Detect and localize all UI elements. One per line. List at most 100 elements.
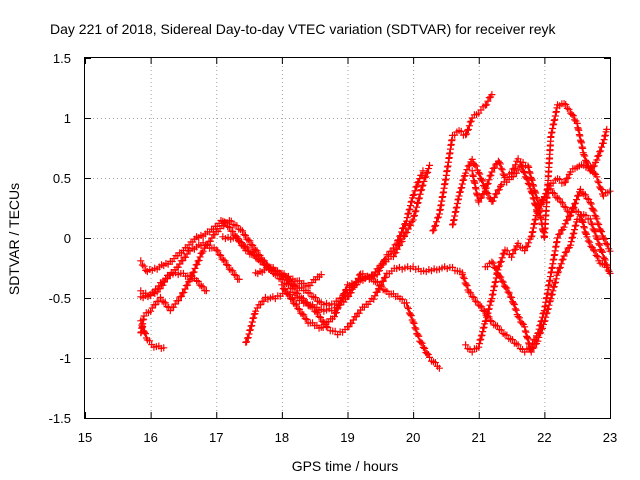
data-point: [593, 215, 601, 223]
data-point: [233, 222, 241, 230]
data-point: [595, 151, 603, 159]
data-point: [156, 293, 164, 301]
data-point: [373, 288, 381, 296]
data-point: [511, 305, 519, 313]
data-point: [563, 104, 571, 112]
data-point: [582, 229, 590, 237]
data-point: [248, 322, 256, 330]
data-point: [426, 161, 434, 169]
data-point: [529, 190, 537, 198]
data-point: [195, 256, 203, 264]
data-point: [537, 329, 545, 337]
data-point: [243, 243, 251, 251]
data-point: [335, 301, 343, 309]
data-point: [245, 330, 253, 338]
data-point: [166, 307, 174, 315]
data-point: [406, 310, 414, 318]
data-point: [525, 340, 533, 348]
data-point: [512, 169, 520, 177]
data-point: [137, 257, 145, 265]
data-point: [570, 203, 578, 211]
data-point: [406, 205, 414, 213]
data-point: [586, 215, 594, 223]
data-point: [514, 239, 522, 247]
data-point: [492, 265, 500, 273]
data-point: [508, 253, 516, 261]
data-point: [198, 249, 206, 257]
data-point: [407, 221, 415, 229]
data-point: [285, 291, 293, 299]
data-point: [564, 174, 572, 182]
data-point: [509, 336, 516, 344]
data-point: [141, 330, 149, 338]
data-point: [163, 303, 171, 311]
data-point: [244, 236, 252, 244]
plot-frame: [84, 57, 611, 419]
data-point: [312, 294, 320, 302]
data-point: [244, 334, 252, 342]
data-point: [430, 226, 438, 234]
data-point: [489, 259, 497, 267]
data-point: [229, 227, 237, 235]
data-point: [220, 256, 228, 264]
data-point: [542, 313, 550, 321]
data-point: [463, 130, 471, 138]
data-point: [555, 264, 563, 272]
y-tick-labels: 1.5 1 0.5 0 -0.5 -1 -1.5: [49, 51, 71, 426]
data-point: [174, 263, 182, 271]
data-point: [496, 258, 504, 266]
data-point: [564, 216, 572, 224]
data-point: [170, 303, 178, 311]
data-point: [246, 237, 254, 245]
data-point: [240, 231, 248, 239]
data-point: [524, 179, 532, 187]
data-point: [479, 307, 487, 315]
data-point: [560, 252, 568, 260]
data-point: [138, 261, 146, 269]
data-point: [424, 168, 432, 176]
data-point: [287, 295, 295, 303]
data-point: [549, 189, 557, 197]
data-point: [419, 167, 427, 175]
data-point: [412, 207, 420, 215]
data-point: [518, 163, 526, 171]
data-point: [512, 245, 519, 253]
data-point: [562, 101, 570, 108]
data-point: [285, 276, 293, 284]
data-point: [303, 315, 311, 323]
data-point: [575, 191, 582, 199]
x-tick-label: 23: [603, 430, 617, 445]
data-point: [478, 331, 486, 339]
data-point: [559, 255, 567, 263]
data-point: [159, 281, 167, 289]
data-point: [510, 164, 518, 172]
data-point: [458, 269, 466, 277]
data-point: [370, 271, 378, 279]
data-point: [345, 292, 353, 300]
data-point: [224, 261, 232, 269]
data-point: [509, 250, 517, 258]
series-track-14: [481, 211, 614, 356]
data-point: [581, 191, 589, 199]
data-point: [309, 303, 317, 311]
data-point: [191, 264, 199, 272]
data-point: [249, 248, 257, 256]
data-point: [475, 169, 483, 177]
data-point: [524, 162, 532, 170]
data-point: [418, 186, 426, 194]
data-point: [498, 254, 506, 262]
data-point: [571, 116, 579, 124]
series-track-8: [252, 167, 427, 309]
data-point: [199, 247, 207, 255]
data-point: [182, 253, 190, 261]
data-point: [520, 169, 528, 177]
data-point: [476, 302, 484, 310]
data-point: [462, 169, 470, 177]
data-point: [417, 338, 425, 346]
data-point: [333, 305, 341, 313]
data-point: [569, 233, 577, 241]
data-point: [562, 203, 570, 211]
data-point: [512, 306, 520, 314]
data-point: [557, 198, 565, 206]
data-point: [379, 277, 387, 285]
